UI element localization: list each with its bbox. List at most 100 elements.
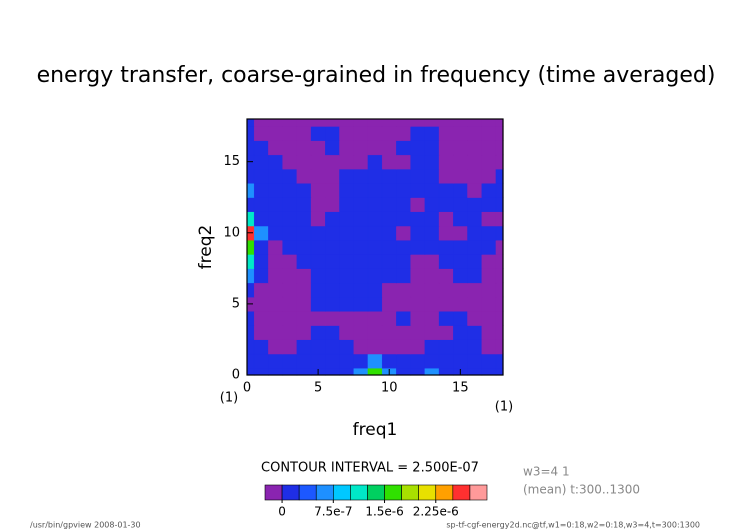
- contour-cell: [467, 353, 483, 369]
- contour-cell: [495, 296, 504, 312]
- contour-cell: [396, 197, 412, 212]
- contour-cell: [268, 310, 284, 326]
- contour-cell: [282, 140, 298, 156]
- contour-cell: [325, 239, 340, 255]
- contour-cell: [438, 268, 454, 284]
- contour-cell: [353, 296, 369, 312]
- contour-cell: [424, 225, 440, 241]
- contour-cell: [424, 367, 440, 376]
- contour-cell: [424, 211, 440, 227]
- contour-cell: [310, 353, 326, 369]
- y-tick-label: 5: [232, 296, 240, 311]
- contour-cell: [396, 182, 412, 198]
- contour-cell: [367, 325, 383, 340]
- y-axis-label: freq2: [196, 225, 216, 270]
- colorbar-box: [469, 484, 488, 501]
- contour-cell: [453, 197, 468, 212]
- contour-cell: [467, 339, 483, 355]
- contour-cell: [396, 118, 412, 127]
- contour-cell: [396, 282, 412, 298]
- contour-cell: [381, 325, 397, 340]
- contour-cell: [410, 339, 426, 355]
- contour-cell: [467, 211, 483, 227]
- contour-cell: [268, 225, 284, 241]
- contour-cell: [467, 225, 483, 241]
- contour-cell: [268, 339, 284, 355]
- contour-cell: [495, 310, 504, 326]
- colorbar-box: [384, 484, 402, 501]
- contour-cell: [268, 239, 284, 255]
- contour-cell: [246, 339, 255, 355]
- contour-cell: [296, 197, 312, 212]
- contour-cell: [296, 367, 312, 376]
- contour-cell: [339, 253, 355, 269]
- contour-cell: [296, 339, 312, 355]
- contour-cell: [325, 182, 340, 198]
- contour-cell: [353, 353, 369, 369]
- contour-cell: [246, 197, 255, 212]
- contour-cell: [325, 325, 340, 340]
- colorbar-tick-label: 7.5e-7: [314, 505, 352, 519]
- contour-cell: [438, 182, 454, 198]
- contour-cell: [396, 140, 412, 156]
- contour-cell: [381, 197, 397, 212]
- contour-cell: [410, 282, 426, 298]
- contour-cell: [367, 367, 383, 376]
- contour-cell: [246, 367, 255, 376]
- footer: sp-tf-cgf-energy2d.nc@tf,w1=0:18,w2=0:18…: [446, 521, 700, 530]
- contour-cell: [438, 353, 454, 369]
- contour-field: [246, 118, 504, 376]
- plot-frame: [246, 118, 504, 376]
- contour-cell: [353, 225, 369, 241]
- contour-cell: [353, 268, 369, 284]
- contour-cell: [495, 282, 504, 298]
- contour-cell: [282, 168, 298, 184]
- contour-cell: [495, 367, 504, 376]
- contour-cell: [310, 140, 326, 156]
- contour-cell: [438, 282, 454, 298]
- contour-cell: [282, 353, 298, 369]
- contour-cell: [467, 182, 483, 198]
- x-axis-label: freq1: [353, 420, 398, 440]
- contour-cell: [367, 268, 383, 284]
- contour-cell: [367, 282, 383, 298]
- contour-cell: [481, 310, 497, 326]
- contour-cell: [296, 253, 312, 269]
- contour-cell: [310, 118, 326, 127]
- contour-cell: [381, 211, 397, 227]
- contour-cell: [481, 353, 497, 369]
- contour-cell: [310, 168, 326, 184]
- contour-cell: [381, 168, 397, 184]
- contour-cell: [438, 310, 454, 326]
- contour-cell: [367, 168, 383, 184]
- info-text: w3=4 1: [523, 465, 570, 479]
- contour-cell: [481, 253, 497, 269]
- contour-cell: [381, 239, 397, 255]
- contour-cell: [438, 211, 454, 227]
- contour-cell: [367, 125, 383, 141]
- contour-cell: [253, 367, 269, 376]
- contour-cell: [438, 225, 454, 241]
- contour-cell: [410, 118, 426, 127]
- contour-cell: [495, 253, 504, 269]
- contour-cell: [282, 268, 298, 284]
- contour-cell: [381, 140, 397, 156]
- contour-cell: [424, 339, 440, 355]
- contour-cell: [253, 154, 269, 170]
- contour-cell: [481, 197, 497, 212]
- contour-cell: [381, 339, 397, 355]
- contour-cell: [381, 268, 397, 284]
- colorbar-box: [367, 484, 385, 501]
- contour-cell: [424, 282, 440, 298]
- contour-cell: [339, 225, 355, 241]
- contour-cell: [438, 197, 454, 212]
- contour-cell: [310, 211, 326, 227]
- contour-cell: [396, 154, 412, 170]
- contour-cell: [296, 353, 312, 369]
- contour-cell: [495, 325, 504, 340]
- contour-cell: [268, 353, 284, 369]
- contour-cell: [367, 253, 383, 269]
- contour-cell: [481, 154, 497, 170]
- contour-cell: [296, 182, 312, 198]
- contour-cell: [495, 154, 504, 170]
